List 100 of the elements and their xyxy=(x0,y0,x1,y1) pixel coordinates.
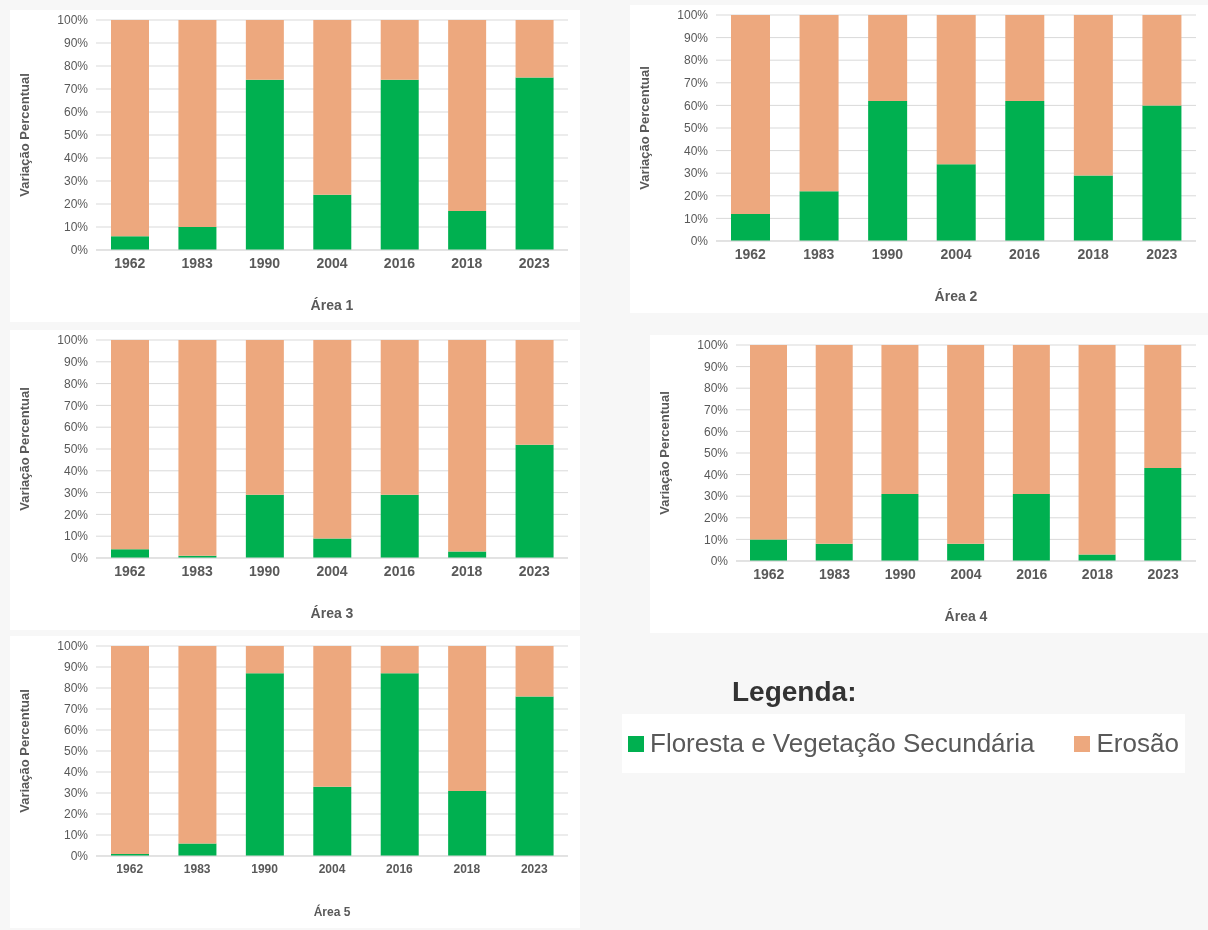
x-tick-label: 2023 xyxy=(1146,245,1178,262)
y-tick-label: 100% xyxy=(677,8,709,23)
y-tick-label: 100% xyxy=(697,338,729,353)
bar xyxy=(380,79,419,250)
y-tick-label: 10% xyxy=(683,211,709,226)
x-tick-label: 2023 xyxy=(520,861,548,876)
y-tick-label: 50% xyxy=(63,128,89,143)
x-tick-label: 2023 xyxy=(518,254,551,271)
bar xyxy=(731,15,770,214)
bar xyxy=(448,790,487,856)
y-tick-label: 10% xyxy=(63,828,89,843)
y-tick-label: 10% xyxy=(63,220,89,235)
x-tick-label: 2023 xyxy=(1147,565,1179,582)
y-tick-label: 90% xyxy=(63,36,89,51)
x-axis-title: Área 5 xyxy=(313,904,351,919)
x-tick-label: 2023 xyxy=(518,562,551,579)
x-tick-label: 2016 xyxy=(386,861,414,876)
y-tick-label: 20% xyxy=(63,507,89,522)
y-tick-label: 80% xyxy=(703,381,729,396)
y-tick-label: 80% xyxy=(63,376,89,391)
x-tick-label: 1983 xyxy=(181,254,213,271)
bar xyxy=(947,543,985,561)
x-tick-label: 1983 xyxy=(183,861,211,876)
bar xyxy=(799,15,839,192)
y-tick-label: 60% xyxy=(63,105,89,120)
bar xyxy=(111,20,149,237)
bar xyxy=(1073,175,1113,241)
y-tick-label: 60% xyxy=(683,98,709,113)
y-tick-label: 80% xyxy=(63,59,89,74)
x-tick-label: 1983 xyxy=(803,245,835,262)
y-tick-label: 0% xyxy=(690,234,709,249)
x-tick-label: 1990 xyxy=(251,861,279,876)
y-tick-label: 30% xyxy=(63,485,89,500)
bar xyxy=(1144,345,1182,469)
bar xyxy=(1012,494,1050,561)
y-tick-label: 60% xyxy=(63,420,89,435)
bar xyxy=(245,673,284,856)
bar xyxy=(448,340,487,552)
x-tick-label: 2018 xyxy=(451,562,483,579)
bar xyxy=(448,646,487,791)
x-tick-label: 1990 xyxy=(884,565,917,582)
bar xyxy=(936,164,976,241)
y-tick-label: 100% xyxy=(57,333,89,348)
y-tick-label: 100% xyxy=(57,639,89,654)
x-tick-label: 1962 xyxy=(116,861,144,876)
bar xyxy=(111,549,149,558)
bar xyxy=(1005,100,1045,241)
x-tick-label: 2004 xyxy=(950,565,982,582)
bar xyxy=(111,236,149,250)
bar xyxy=(1012,345,1050,495)
bar xyxy=(515,444,554,558)
bar xyxy=(515,646,554,697)
bar xyxy=(1142,15,1182,106)
x-tick-label: 1983 xyxy=(181,562,213,579)
bar xyxy=(313,194,352,250)
y-tick-label: 10% xyxy=(63,529,89,544)
bar xyxy=(515,20,554,78)
x-tick-label: 1983 xyxy=(818,565,851,582)
y-tick-label: 40% xyxy=(703,467,729,482)
y-tick-label: 0% xyxy=(70,243,89,258)
y-axis-title: Variação Percentual xyxy=(656,391,672,515)
y-tick-label: 50% xyxy=(683,121,709,136)
bar xyxy=(245,20,284,80)
bar xyxy=(111,340,149,550)
x-axis-title: Área 1 xyxy=(310,297,354,313)
bar xyxy=(515,340,554,445)
x-tick-label: 1962 xyxy=(734,245,767,262)
y-tick-label: 40% xyxy=(63,765,89,780)
bar xyxy=(380,673,419,856)
x-tick-label: 2018 xyxy=(451,254,483,271)
bar xyxy=(245,79,284,250)
bar xyxy=(1144,468,1182,561)
x-tick-label: 2004 xyxy=(940,245,972,262)
legend-label: Erosão xyxy=(1096,728,1179,759)
y-tick-label: 60% xyxy=(63,723,89,738)
bar xyxy=(731,213,770,241)
y-tick-label: 30% xyxy=(63,786,89,801)
x-tick-label: 2018 xyxy=(1077,245,1109,262)
bar xyxy=(750,345,787,540)
bar xyxy=(936,15,976,165)
x-tick-label: 1962 xyxy=(753,565,785,582)
bar xyxy=(111,646,149,854)
bar xyxy=(313,538,352,558)
bar xyxy=(868,100,908,241)
bar xyxy=(448,551,487,558)
y-tick-label: 70% xyxy=(63,398,89,413)
bar xyxy=(1005,15,1045,101)
bar xyxy=(178,646,217,844)
bar xyxy=(313,786,352,856)
y-tick-label: 50% xyxy=(63,442,89,457)
x-axis-title: Área 4 xyxy=(944,608,988,624)
bar xyxy=(178,227,217,250)
bar xyxy=(380,646,419,674)
bar xyxy=(313,340,352,539)
bar xyxy=(1073,15,1113,176)
y-tick-label: 50% xyxy=(703,446,729,461)
bar xyxy=(815,345,853,544)
y-tick-label: 100% xyxy=(57,13,89,28)
y-tick-label: 90% xyxy=(63,660,89,675)
bar xyxy=(448,210,487,250)
